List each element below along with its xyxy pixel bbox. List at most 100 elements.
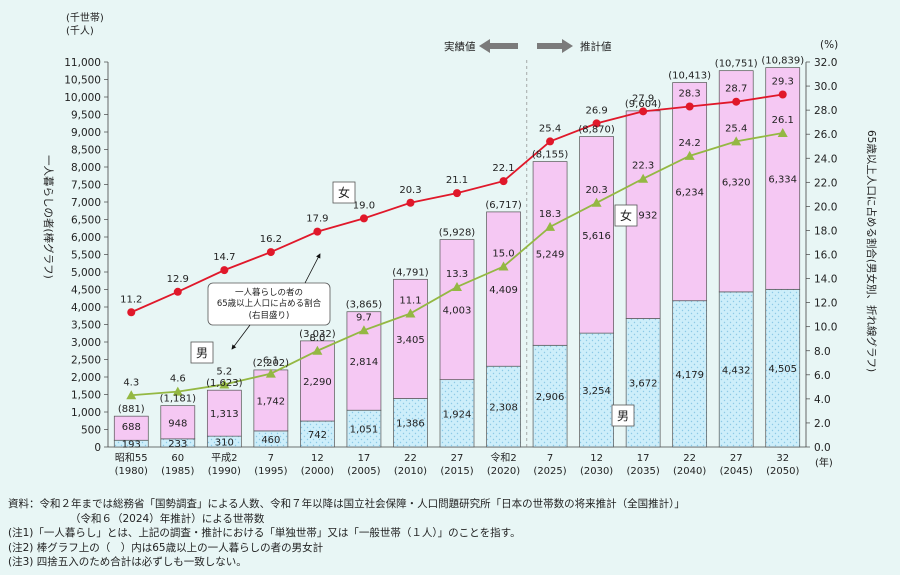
callout-box [207, 282, 331, 326]
point-male [498, 261, 509, 271]
bar-male [579, 332, 614, 448]
line-male-value: 25.4 [725, 123, 747, 134]
bar-male-value: 1,924 [443, 409, 472, 420]
x-tick-label-year: (2020) [487, 466, 520, 477]
chart-svg: 0 500 1,000 1,500 2,000 2,500 3,000 3,500 4,000 4… [42, 11, 878, 477]
notes: 資料：令和２年までは総務省「国勢調査」による人数、令和７年以降は国立社会保障・人… [8, 497, 898, 570]
point-female [499, 177, 508, 186]
line-male-value: 11.1 [399, 295, 421, 306]
bar-female-value: 1,313 [210, 409, 239, 420]
left-tick-label: 500 [81, 425, 101, 437]
callout-line2: 65歳以上人口に占める割合 [217, 298, 322, 309]
bar-total-value: (8,155) [532, 150, 569, 161]
point-female [313, 227, 322, 236]
left-tick-label: 9,500 [71, 110, 101, 122]
x-tick-label-year: (1980) [115, 466, 148, 477]
left-tick-label: 10,000 [64, 92, 101, 104]
onna-box-right [614, 204, 638, 227]
right-tick-label: 0.0 [814, 442, 831, 454]
bar-total-value: (1,623) [206, 378, 243, 389]
line-female-value: 28.7 [725, 84, 747, 95]
bar-male [439, 379, 475, 448]
x-tick-label-era: 32 [776, 453, 789, 464]
line-female-value: 11.2 [120, 294, 142, 305]
jisseki-arrow [479, 39, 518, 53]
x-tick-label-year: (2035) [627, 466, 660, 477]
bar-male [393, 398, 428, 448]
point-male [358, 325, 369, 335]
bar-female-value: 948 [168, 418, 187, 429]
line-female-value: 16.2 [260, 234, 282, 245]
left-tick-label: 7,500 [71, 180, 101, 192]
x-tick-label-year: (2025) [533, 466, 566, 477]
bar-female [113, 415, 149, 441]
bar-male [718, 291, 754, 448]
x-tick-label-year: (2000) [301, 466, 334, 477]
bar-male-value: 460 [261, 435, 280, 446]
left-axis-title: 一人暮らしの者(棒グラフ) [42, 155, 55, 279]
x-tick-label-year: (2045) [720, 466, 753, 477]
right-tick-label: 16.0 [814, 250, 837, 262]
bar-male [486, 365, 521, 448]
right-tick-label: 2.0 [814, 418, 831, 430]
left-tick-label: 7,000 [71, 197, 101, 209]
point-male [126, 390, 137, 400]
line-male-value: 8.0 [309, 333, 325, 344]
bar-male-value: 3,254 [582, 386, 611, 397]
bar-female [579, 136, 614, 334]
point-male [777, 127, 788, 137]
x-axis-unit: (年) [815, 456, 833, 469]
left-tick-label: 2,000 [71, 372, 101, 384]
bar-male-value: 310 [215, 438, 234, 449]
bar-total-value: (5,928) [439, 228, 476, 239]
bar-male-value: 193 [122, 440, 141, 451]
bar-male-value: 233 [168, 439, 187, 450]
right-tick-label: 10.0 [814, 322, 837, 334]
bar-male-value: 3,672 [629, 379, 658, 390]
x-tick-label-era: 27 [451, 453, 464, 464]
bar-male [532, 344, 568, 448]
bar-female-value: 4,003 [443, 306, 472, 317]
point-male [731, 136, 742, 146]
bar-male [672, 300, 708, 448]
right-tick-label: 30.0 [814, 81, 837, 93]
line-female-value: 21.1 [446, 175, 468, 186]
left-tick-label: 2,500 [71, 355, 101, 367]
bar-male-value: 1,386 [396, 419, 425, 430]
bar-female-value: 6,334 [768, 174, 797, 185]
right-tick-label: 20.0 [814, 201, 837, 213]
onna-box-left [332, 181, 356, 204]
line-female-value: 14.7 [213, 252, 235, 263]
bar-total-value: (9,604) [625, 99, 662, 110]
bar-female-value: 6,320 [722, 177, 751, 188]
line-male-value: 4.6 [170, 374, 186, 385]
x-tick-label-era: 7 [547, 453, 553, 464]
note-source-cont: （令和６（2024）年推計）による世帯数 [70, 512, 265, 525]
line-male-value: 4.3 [123, 377, 139, 388]
line-female-value: 25.4 [539, 123, 561, 134]
point-female [359, 214, 368, 223]
otoko-box-left [190, 341, 214, 364]
point-male [219, 379, 230, 389]
bar-female-value: 3,405 [396, 335, 425, 346]
line-male-value: 22.3 [632, 161, 654, 172]
left-tick-label: 6,000 [71, 232, 101, 244]
right-tick-label: 26.0 [814, 129, 837, 141]
bar-male-value: 2,308 [489, 403, 518, 414]
right-tick-label: 4.0 [814, 394, 831, 406]
point-male [405, 308, 416, 318]
right-tick-label: 28.0 [814, 105, 837, 117]
line-male-value: 6.1 [263, 356, 279, 367]
x-tick-label-era: 7 [268, 453, 274, 464]
line-female-value: 17.9 [306, 214, 328, 225]
left-tick-label: 0 [94, 442, 101, 454]
x-tick-label-year: (1990) [208, 466, 241, 477]
bar-total-value: (8,870) [578, 125, 615, 136]
bar-female [765, 67, 801, 290]
note-2: (注2) 棒グラフ上の（ ）内は65歳以上の一人暮らしの者の男女計 [8, 541, 324, 554]
left-tick-label: 1,000 [71, 407, 101, 419]
point-female [453, 189, 461, 198]
jisseki-label: 実績値 [444, 40, 476, 53]
point-female [778, 90, 787, 99]
